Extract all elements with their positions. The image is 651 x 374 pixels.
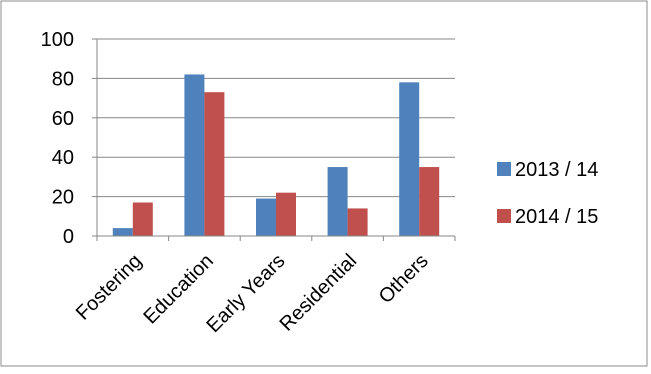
bar	[132, 202, 153, 236]
y-tick-label: 100	[41, 29, 74, 51]
legend-swatch	[497, 162, 511, 176]
chart-border	[0, 0, 648, 367]
y-tick-labels: 0 20 40 60 80 100	[41, 29, 74, 248]
bar	[276, 192, 296, 236]
y-tick-label: 40	[52, 147, 74, 169]
legend: 2013 / 14 2014 / 15	[497, 159, 598, 228]
bars	[112, 74, 440, 237]
bar	[419, 167, 440, 236]
y-tick-label: 20	[52, 187, 74, 209]
axes	[92, 38, 456, 241]
bar	[256, 198, 276, 236]
gridlines	[97, 38, 455, 198]
legend-label: 2013 / 14	[515, 159, 598, 181]
bar	[112, 228, 133, 236]
y-tick-label: 60	[52, 108, 74, 130]
bar	[347, 208, 368, 236]
legend-swatch	[497, 209, 511, 223]
y-tick-label: 0	[63, 226, 74, 248]
legend-label: 2014 / 15	[515, 206, 598, 228]
bar	[204, 92, 225, 236]
bar	[184, 74, 205, 237]
bar	[327, 167, 348, 236]
y-tick-label: 80	[52, 68, 74, 90]
bar	[399, 82, 420, 236]
